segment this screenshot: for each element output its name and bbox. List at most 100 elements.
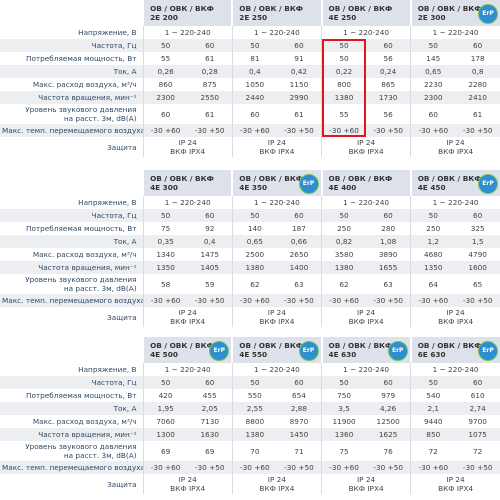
cell: 0,22	[321, 65, 367, 78]
text: 60	[250, 109, 260, 119]
text: IP 24	[446, 308, 465, 317]
text: 76	[383, 446, 393, 456]
cell: 64	[410, 274, 456, 294]
cell: 1350	[142, 261, 188, 274]
cell: 1475	[188, 248, 233, 261]
text: 1 ~ 220-240	[343, 28, 390, 37]
row-label: Уровень звукового давления на расст. 3м, …	[0, 274, 143, 294]
text: ОВ / ОВК / ВКФ	[150, 341, 214, 350]
cell: 3890	[366, 248, 411, 261]
text: ВКФ IPX4	[259, 147, 295, 156]
text: 60	[473, 41, 483, 50]
text: 0,42	[290, 67, 308, 76]
text: 69	[160, 446, 171, 456]
cell: 2990	[276, 91, 322, 104]
row-label: Макс. темп. перемещаемого воздуха, °С	[0, 294, 144, 307]
text: 50	[160, 211, 171, 220]
cell: 81	[231, 52, 277, 65]
header-row: ОВ / ОВК / ВКФ 2Е 200 ОВ / ОВК / ВКФ 2Е 250…	[0, 0, 500, 26]
spec-row: Напряжение, В 1 ~ 220-240 1 ~ 220-240 1 ~ 2…	[0, 363, 500, 376]
cell: 0,42	[276, 65, 322, 78]
row-label: Частота, Гц	[0, 39, 144, 52]
text: 2650	[289, 250, 309, 259]
text: IP 24	[178, 475, 197, 484]
cell: 72	[410, 441, 456, 461]
row-label: Защита	[0, 137, 143, 157]
cell: -30 +50	[455, 461, 500, 474]
text: 72	[428, 446, 438, 456]
text: -30 +50	[284, 126, 314, 135]
row-label: Уровень звукового давления на расст. 3м, …	[0, 441, 143, 461]
cell: IP 24 ВКФ IPX4	[142, 474, 233, 494]
text: -30 +50	[194, 126, 225, 135]
text: 63	[383, 279, 393, 289]
cell: 60	[231, 104, 277, 124]
cell: 76	[366, 441, 411, 461]
text: Частота, Гц	[91, 41, 137, 50]
row-label: Макс. расход воздуха, м³/ч	[0, 78, 143, 91]
cell: 72	[455, 441, 500, 461]
cell: 8800	[231, 415, 277, 428]
cell: 250	[410, 222, 456, 235]
cell: IP 24 ВКФ IPX4	[231, 474, 322, 494]
cell: 60	[142, 104, 188, 124]
text: 50	[250, 41, 260, 50]
spec-row: Частота вращения, мин⁻¹ 2300 2550 2440 2990 1…	[0, 91, 500, 104]
text: Уровень звукового давления	[25, 442, 137, 451]
cell: 1730	[366, 91, 411, 104]
cell: 50	[142, 39, 188, 52]
text: 1075	[468, 430, 487, 439]
text: 0,22	[335, 67, 353, 76]
cell: 2,88	[276, 402, 322, 415]
cell: 860	[142, 78, 188, 91]
cell: 60	[366, 209, 411, 222]
text: Макс. темп. перемещаемого воздуха, °С	[2, 463, 144, 472]
cell: 1,5	[455, 235, 500, 248]
spec-row: Напряжение, В 1 ~ 220-240 1 ~ 220-240 1 ~ 2…	[0, 196, 500, 209]
cell: -30 +60	[410, 294, 456, 307]
text: 1730	[378, 93, 398, 102]
model-header: ОВ / ОВК / ВКФ 4Е 300	[142, 170, 233, 196]
text: 55	[339, 109, 349, 119]
cell: 70	[231, 441, 277, 461]
cell: 420	[142, 389, 188, 402]
cell: 0,8	[455, 65, 500, 78]
erp-logo: ErP	[209, 341, 230, 361]
cell: 60	[455, 376, 500, 389]
spec-row: Потребляемая мощность, Вт 75 92 140 187 250 28…	[0, 222, 500, 235]
cell: 1 ~ 220-240	[231, 363, 322, 376]
text: -30 +50	[284, 463, 314, 472]
cell: 12500	[366, 415, 411, 428]
header-row: ОВ / ОВК / ВКФ 4Е 500 ErP ОВ / ОВК / ВКФ 4Е …	[0, 337, 500, 363]
cell: 1380	[321, 261, 367, 274]
cell: 58	[142, 274, 188, 294]
text: 2Е 250	[239, 13, 268, 22]
text: 63	[294, 279, 304, 289]
text: 4,26	[380, 404, 397, 413]
text: 50	[160, 41, 171, 50]
text: 1655	[378, 263, 398, 272]
spec-table: ОВ / ОВК / ВКФ 2Е 200 ОВ / ОВК / ВКФ 2Е 250…	[0, 0, 500, 157]
text: -30 +60	[240, 296, 270, 305]
text: 800	[337, 80, 352, 89]
text: IP 24	[178, 308, 197, 317]
cell: -30 +50	[276, 294, 322, 307]
text: 654	[291, 391, 306, 400]
text: ВКФ IPX4	[170, 147, 206, 156]
cell: 1,95	[142, 402, 188, 415]
spec-row: Уровень звукового давления на расст. 3м, …	[0, 274, 500, 294]
cell: 1,08	[366, 235, 411, 248]
text: 4Е 500	[150, 350, 178, 359]
cell: 187	[277, 222, 322, 235]
text: -30 +50	[462, 296, 493, 305]
text: 2230	[423, 80, 443, 89]
text: 865	[381, 80, 396, 89]
cell: 69	[188, 441, 233, 461]
text: 91	[294, 54, 304, 63]
text: 3890	[378, 250, 398, 259]
cell: 850	[410, 428, 456, 441]
cell: 1340	[142, 248, 188, 261]
text: на расст. 3м, dB(A)	[63, 451, 137, 460]
text: 4790	[468, 250, 487, 259]
text: 56	[383, 54, 393, 63]
